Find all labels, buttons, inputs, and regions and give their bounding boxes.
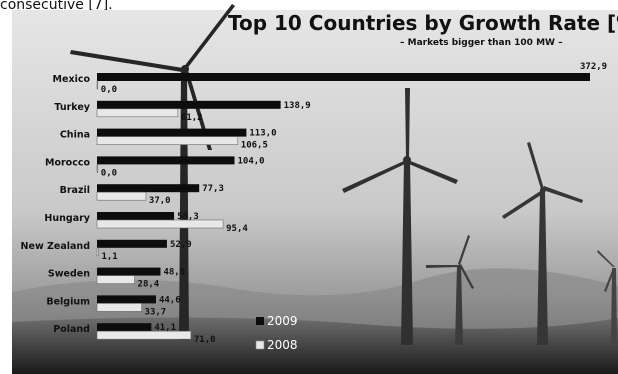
category-label: Mexico xyxy=(53,74,91,85)
wind-turbine-icon xyxy=(342,88,458,345)
bar-2009 xyxy=(97,239,167,248)
legend-swatch-2009 xyxy=(256,317,264,325)
bar-2009 xyxy=(97,295,156,304)
category-label: Turkey xyxy=(54,102,90,113)
bar-2009 xyxy=(97,156,235,165)
data-label-2009: 104,0 xyxy=(237,156,264,166)
chart-subtitle: – Markets bigger than 100 MW – xyxy=(400,38,563,48)
bar-2008 xyxy=(96,330,192,340)
data-label-2009: 77,3 xyxy=(202,184,224,194)
category-label: Poland xyxy=(53,324,90,335)
data-label-2008: 106,5 xyxy=(241,141,268,151)
bar-2009 xyxy=(97,184,200,193)
value-labels: 372,9 0,0 138,9 61,2 113,0 106,5 104,0 0,0 77,3 3… xyxy=(101,62,607,345)
bar-2009 xyxy=(97,100,281,109)
data-label-2009: 41,1 xyxy=(154,323,176,333)
bar-2009 xyxy=(97,73,590,81)
legend: 2009 2008 xyxy=(255,314,298,352)
data-label-2008: 61,2 xyxy=(181,113,203,123)
bar-2008 xyxy=(96,108,179,118)
data-label-2009: 113,0 xyxy=(249,129,276,139)
data-label-2008: 1,1 xyxy=(101,252,117,262)
data-label-2008: 0,0 xyxy=(101,168,117,178)
data-label-2009: 48,0 xyxy=(163,268,185,278)
bars-layer xyxy=(96,73,590,340)
data-label-2009: 372,9 xyxy=(580,62,607,72)
bar-2009 xyxy=(97,212,175,220)
category-label: China xyxy=(60,130,90,141)
bar-2008 xyxy=(96,164,99,173)
legend-label: 2009 xyxy=(267,314,298,328)
bar-2008 xyxy=(96,136,239,145)
data-label-2009: 58,3 xyxy=(177,212,199,222)
chart-title: Top 10 Countries by Growth Rate [%] xyxy=(228,11,618,35)
bar-2008 xyxy=(96,247,99,257)
data-label-2009: 138,9 xyxy=(284,101,311,111)
category-label: Hungary xyxy=(44,213,90,224)
data-label-2009: 44,6 xyxy=(159,295,181,305)
data-label-2009: 52,9 xyxy=(170,240,192,250)
data-label-2008: 95,4 xyxy=(226,224,248,234)
category-label: Brazil xyxy=(60,185,90,196)
wind-turbine-icon xyxy=(426,235,474,345)
bar-2009 xyxy=(97,267,161,276)
category-labels: Mexico Turkey China Morocco Brazil Hungary New… xyxy=(21,74,91,335)
data-label-2008: 28,4 xyxy=(138,280,160,290)
legend-label: 2008 xyxy=(267,338,298,352)
bar-2008 xyxy=(96,219,224,229)
data-label-2008: 33,7 xyxy=(145,307,167,317)
data-label-2008: 37,0 xyxy=(149,196,171,206)
wind-turbine-icon xyxy=(502,142,583,345)
category-label: Sweden xyxy=(48,269,90,280)
bar-2009 xyxy=(97,323,152,332)
data-label-2008: 0,0 xyxy=(101,85,117,95)
category-label: Morocco xyxy=(45,157,90,168)
category-label: New Zealand xyxy=(21,241,90,252)
bar-2008 xyxy=(96,80,99,90)
bar-2008 xyxy=(96,191,147,201)
bar-2009 xyxy=(97,128,247,137)
legend-swatch-2008 xyxy=(255,340,265,350)
category-label: Belgium xyxy=(46,296,90,307)
data-label-2008: 71,0 xyxy=(194,335,216,345)
bar-2008 xyxy=(96,303,142,312)
wind-turbine-icon xyxy=(597,250,617,345)
bar-2008 xyxy=(96,275,135,284)
caption-fragment: consecutive [7]. xyxy=(0,0,113,13)
